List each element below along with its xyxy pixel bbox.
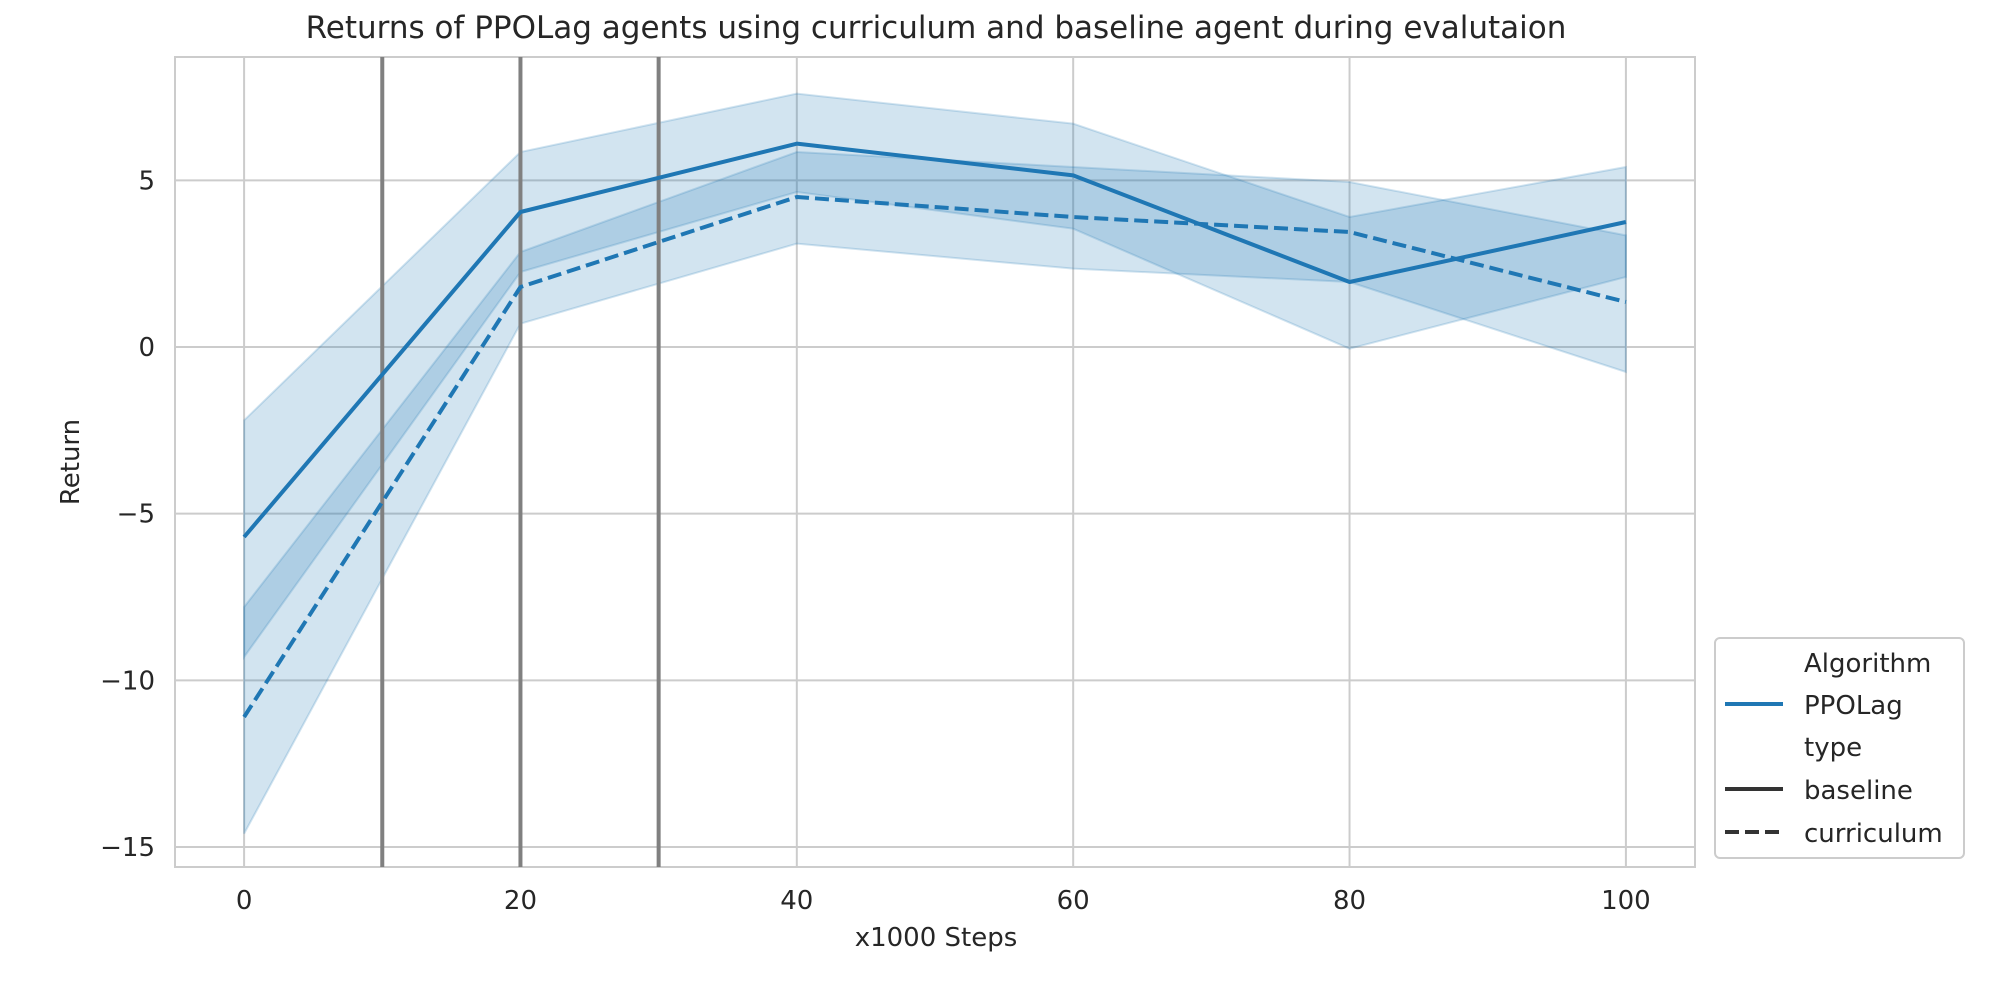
x-tick-label-3: 60 xyxy=(1057,886,1090,916)
legend-baseline-label: baseline xyxy=(1804,776,1913,806)
legend-ppolag-label: PPOLag xyxy=(1804,691,1903,721)
x-axis-label: x1000 Steps xyxy=(855,923,1018,953)
x-tick-label-4: 80 xyxy=(1333,886,1366,916)
x-tick-label-0: 0 xyxy=(236,886,253,916)
legend: Algorithm PPOLag type baseline curriculu… xyxy=(1714,637,1965,859)
y-tick-labels: 5 0 −5 −10 −15 xyxy=(100,166,155,863)
x-tick-label-1: 20 xyxy=(504,886,537,916)
y-tick-label-2: −5 xyxy=(117,500,155,530)
chart-title: Returns of PPOLag agents using curriculu… xyxy=(306,10,1567,46)
y-axis-label: Return xyxy=(56,419,86,505)
series-lines xyxy=(242,141,1627,719)
y-tick-label-1: 0 xyxy=(138,333,155,363)
y-tick-label-4: −15 xyxy=(100,833,155,863)
plot-area xyxy=(174,56,1696,868)
baseline-line xyxy=(242,141,1627,539)
legend-box xyxy=(1714,637,1965,859)
legend-style-title: type xyxy=(1804,733,1862,763)
x-tick-label-5: 100 xyxy=(1601,886,1651,916)
curriculum-line xyxy=(242,195,1627,719)
legend-curriculum-label: curriculum xyxy=(1804,819,1943,849)
y-tick-label-3: −10 xyxy=(100,666,155,696)
x-tick-labels: 0 20 40 60 80 100 xyxy=(236,886,1651,916)
plot-frame xyxy=(174,56,1696,868)
vertical-markers xyxy=(380,57,661,867)
y-tick-label-0: 5 xyxy=(138,166,155,196)
legend-hue-title: Algorithm xyxy=(1804,649,1931,679)
x-tick-label-2: 40 xyxy=(780,886,813,916)
